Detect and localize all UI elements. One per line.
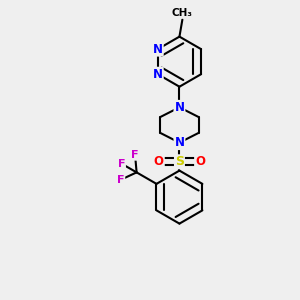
Text: N: N — [153, 43, 163, 56]
Text: O: O — [195, 155, 205, 168]
Text: F: F — [118, 158, 125, 169]
Text: S: S — [175, 155, 184, 168]
Text: F: F — [117, 175, 124, 185]
Text: CH₃: CH₃ — [172, 8, 193, 18]
Text: O: O — [154, 155, 164, 168]
Text: N: N — [174, 136, 184, 149]
Text: F: F — [131, 150, 139, 160]
Text: N: N — [174, 101, 184, 114]
Text: N: N — [153, 68, 163, 81]
